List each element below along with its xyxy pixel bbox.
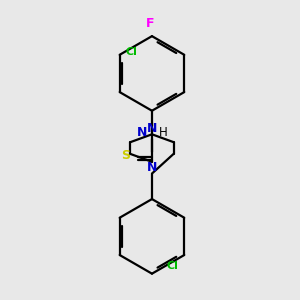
Text: N: N	[147, 122, 157, 135]
Text: S: S	[121, 149, 130, 162]
Text: N: N	[137, 126, 147, 139]
Text: H: H	[159, 126, 168, 139]
Text: Cl: Cl	[167, 261, 178, 271]
Text: F: F	[146, 17, 154, 30]
Text: N: N	[147, 161, 157, 174]
Text: Cl: Cl	[126, 47, 137, 57]
